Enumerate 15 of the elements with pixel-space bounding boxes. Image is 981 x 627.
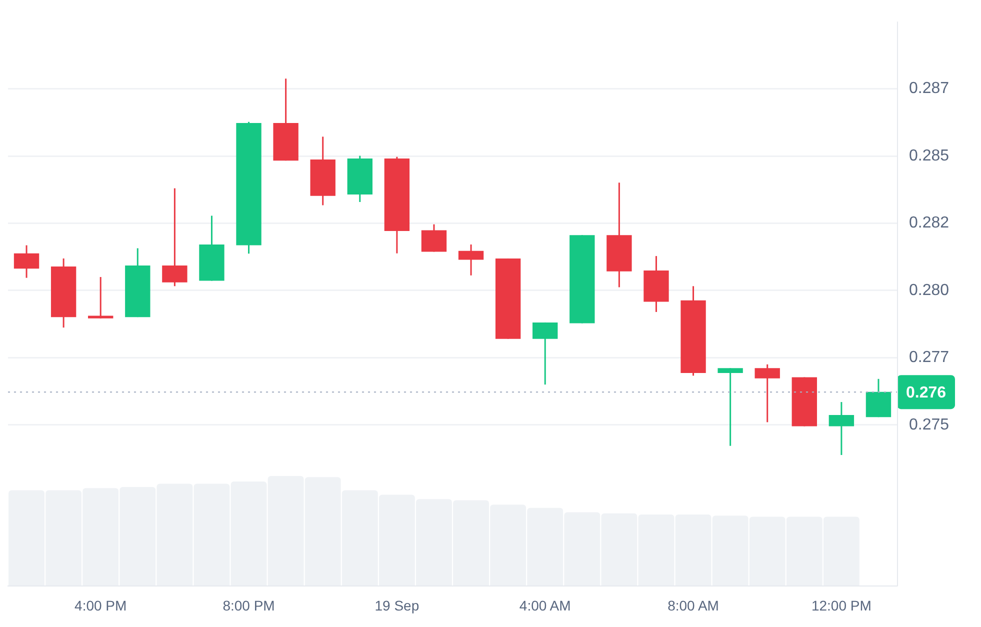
- y-tick-label: 0.275: [909, 416, 950, 434]
- x-tick-label: 12:00 PM: [811, 597, 872, 614]
- x-tick-label: 19 Sep: [374, 597, 420, 614]
- ref-line-label: 0.276: [906, 384, 946, 402]
- y-tick-label: 0.285: [909, 147, 950, 164]
- y-tick-label: 0.280: [909, 282, 950, 299]
- y-tick-label: 0.282: [909, 214, 950, 232]
- y-tick-label: 0.287: [909, 80, 950, 98]
- y-tick-label: 0.277: [909, 349, 950, 366]
- x-tick-label: 4:00 PM: [74, 597, 127, 614]
- candlestick: [88, 277, 114, 318]
- candlestick: [718, 368, 743, 446]
- x-tick-label: 8:00 AM: [668, 597, 719, 614]
- x-tick-label: 4:00 AM: [519, 597, 571, 614]
- x-tick-label: 8:00 PM: [222, 597, 275, 614]
